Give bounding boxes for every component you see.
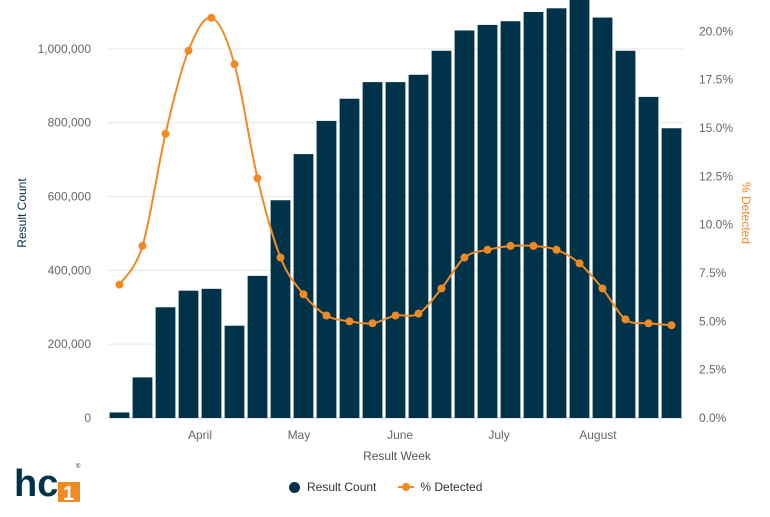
left-tick-label: 600,000	[48, 190, 92, 204]
logo-accent-box	[58, 482, 80, 502]
bar	[339, 98, 360, 419]
right-axis-ticks: 0.0% 2.5% 5.0% 7.5% 10.0% 12.5% 15.0% 17.5% 20.0…	[699, 24, 733, 425]
logo-text: hc	[14, 463, 58, 505]
legend-label-result-count: Result Count	[307, 480, 377, 494]
bar	[316, 120, 337, 418]
hc1-logo: hc 1 ®	[14, 463, 81, 505]
bar	[385, 82, 406, 419]
x-tick-label: April	[188, 428, 212, 442]
line-point	[322, 311, 331, 320]
bar	[638, 96, 659, 419]
left-tick-label: 400,000	[48, 263, 92, 277]
line-point	[529, 241, 538, 250]
x-tick-label: May	[288, 428, 311, 442]
legend-item-detected[interactable]: % Detected	[398, 480, 482, 494]
bar	[500, 21, 521, 419]
line-point	[207, 13, 216, 22]
right-tick-label: 15.0%	[699, 121, 733, 135]
bar	[201, 288, 222, 418]
bar	[155, 307, 176, 418]
bar	[546, 8, 567, 419]
line-point	[276, 253, 285, 262]
legend-bar-marker	[289, 481, 300, 493]
bar	[362, 82, 383, 419]
right-tick-label: 10.0%	[699, 218, 733, 232]
legend: Result Count % Detected	[289, 480, 504, 494]
left-tick-label: 1,000,000	[38, 42, 92, 56]
bar	[408, 74, 429, 418]
bar	[293, 154, 314, 418]
bar	[661, 128, 682, 418]
left-axis-ticks: 0 200,000 400,000 600,000 800,000 1,000,000	[38, 42, 92, 425]
x-tick-label: August	[579, 428, 617, 442]
logo-registered-mark: ®	[76, 463, 81, 470]
right-tick-label: 2.5%	[699, 363, 727, 377]
bar	[132, 377, 153, 418]
bar	[109, 412, 130, 418]
line-point	[161, 129, 170, 138]
bar	[224, 325, 245, 418]
right-axis-title: % Detected	[739, 182, 753, 244]
x-axis-ticks: April May June July August	[188, 428, 617, 442]
line-point	[115, 280, 124, 289]
logo-digit: 1	[63, 483, 74, 505]
x-axis-title: Result Week	[363, 449, 432, 463]
line-point	[138, 241, 147, 250]
right-tick-label: 20.0%	[699, 24, 733, 38]
legend-label-detected: % Detected	[420, 480, 483, 494]
line-point	[460, 253, 469, 262]
bar	[178, 290, 199, 418]
line-point	[230, 60, 239, 69]
line-point	[299, 290, 308, 299]
bar	[477, 24, 498, 418]
bar	[569, 0, 590, 419]
line-series	[115, 13, 676, 330]
legend-item-result-count[interactable]: Result Count	[289, 480, 376, 494]
bar-series	[109, 0, 682, 419]
right-tick-label: 7.5%	[699, 266, 727, 280]
bar	[615, 50, 636, 418]
left-tick-label: 800,000	[48, 116, 92, 130]
bar	[454, 30, 475, 418]
line-point	[621, 315, 630, 324]
bar	[270, 200, 291, 418]
line-point	[414, 309, 423, 318]
line-point	[437, 284, 446, 293]
left-axis-title: Result Count	[15, 178, 29, 248]
left-tick-label: 0	[84, 411, 91, 425]
line-point	[575, 259, 584, 268]
line-point	[483, 245, 492, 254]
line-point	[391, 311, 400, 320]
bar	[523, 12, 544, 418]
bar	[431, 50, 452, 418]
line-point	[552, 245, 561, 254]
right-tick-label: 5.0%	[699, 314, 727, 328]
x-tick-label: June	[387, 428, 413, 442]
line-point	[253, 174, 262, 183]
line-point	[184, 46, 193, 55]
legend-line-marker	[398, 483, 415, 491]
left-tick-label: 200,000	[48, 337, 92, 351]
right-tick-label: 17.5%	[699, 73, 733, 87]
bar	[592, 17, 613, 418]
x-tick-label: July	[488, 428, 509, 442]
line-point	[644, 319, 653, 328]
line-point	[506, 241, 515, 250]
right-tick-label: 12.5%	[699, 169, 733, 183]
line-point	[368, 319, 377, 328]
line-point	[598, 284, 607, 293]
bar	[247, 275, 268, 418]
right-tick-label: 0.0%	[699, 411, 727, 425]
line-point	[667, 321, 676, 330]
line-point	[345, 317, 354, 326]
